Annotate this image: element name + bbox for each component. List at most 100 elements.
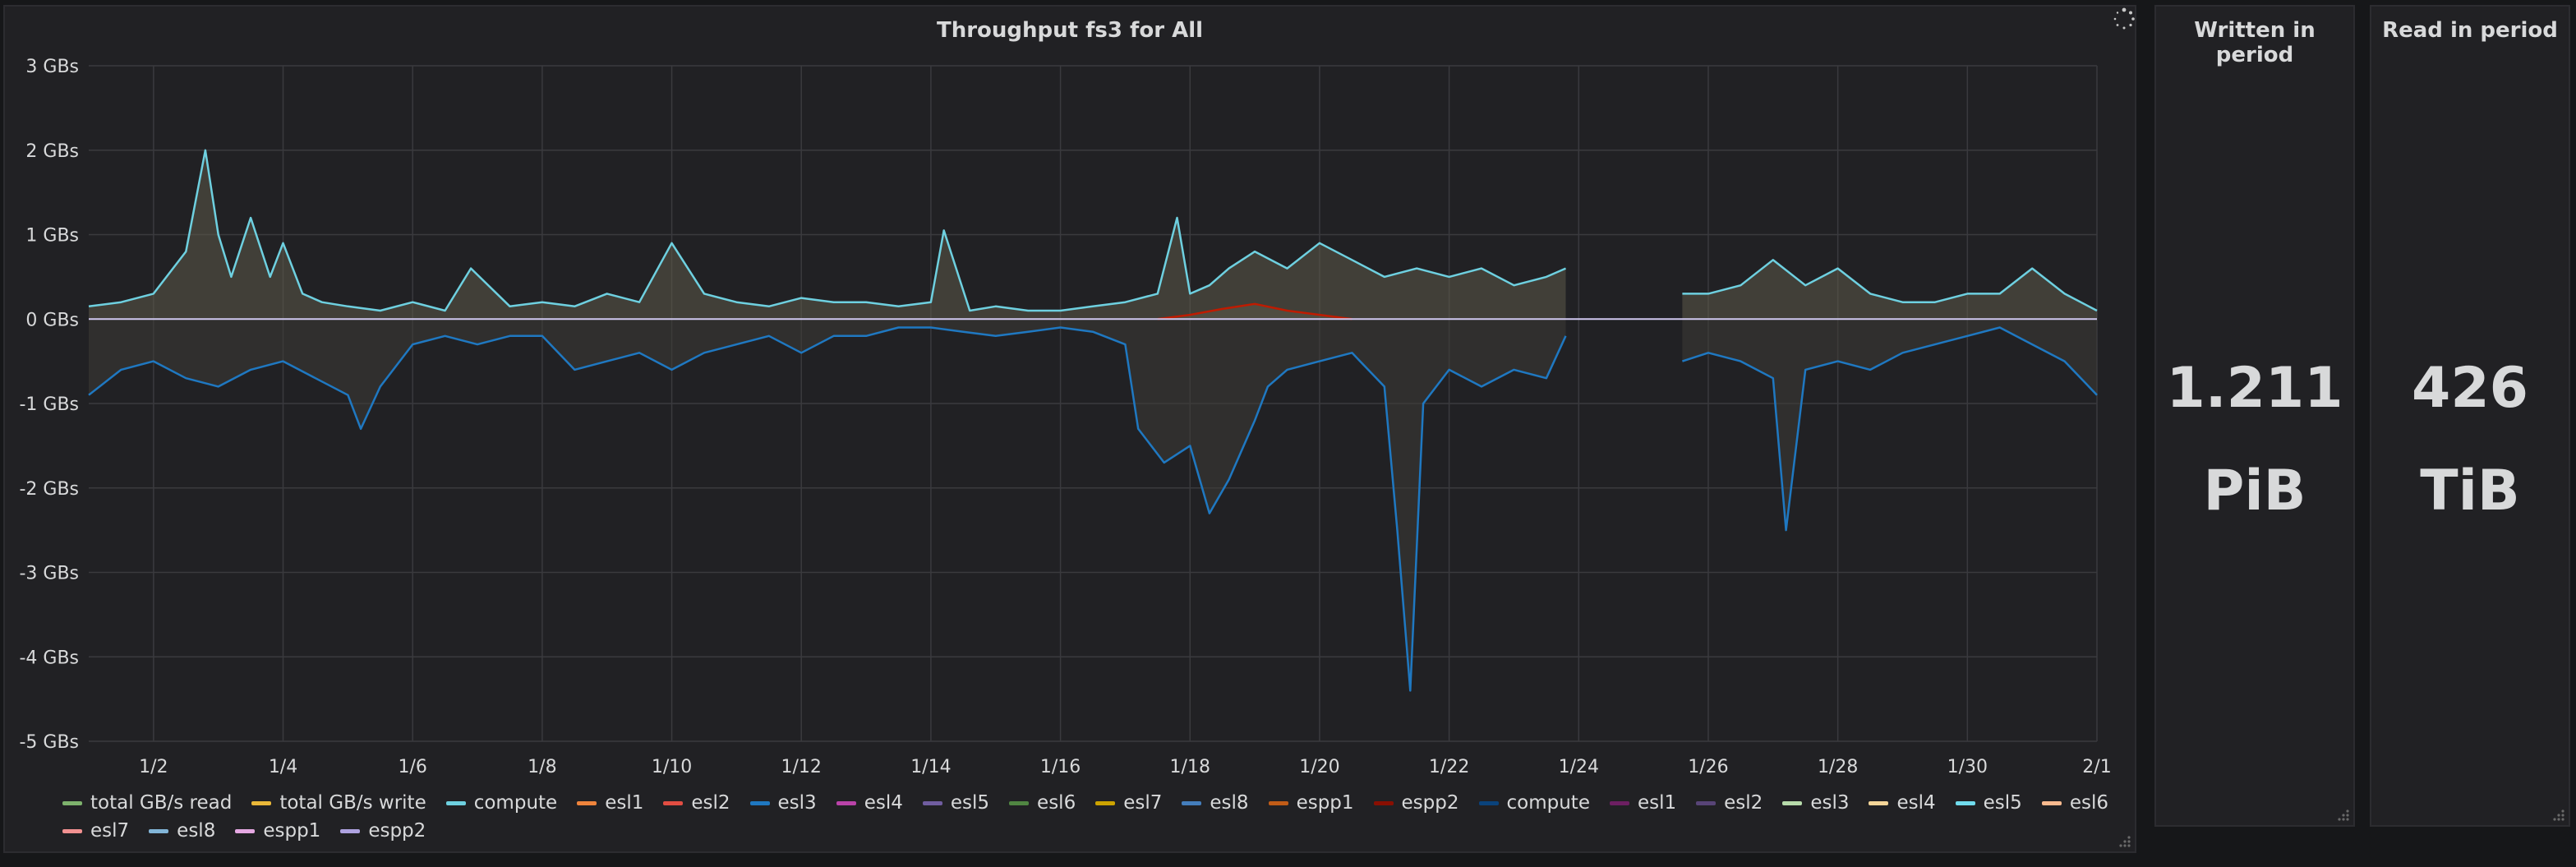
legend-item[interactable]: espp2	[1373, 792, 1459, 814]
legend-item[interactable]: esl1	[1609, 792, 1677, 814]
legend-swatch	[922, 800, 942, 805]
series-area-2	[1157, 303, 1353, 320]
x-tick-label: 1/4	[269, 757, 297, 777]
legend-swatch	[62, 800, 82, 805]
x-tick-label: 1/30	[1947, 757, 1988, 777]
legend-label: esl1	[1637, 792, 1677, 814]
legend-label: esl4	[1896, 792, 1936, 814]
legend-item[interactable]: esl7	[1095, 792, 1162, 814]
y-tick-label: -3 GBs	[19, 564, 79, 584]
series-line-1	[88, 326, 1567, 692]
y-tick-label: -2 GBs	[19, 479, 79, 500]
legend-label: total GB/s read	[90, 792, 233, 814]
legend-item[interactable]: compute	[445, 792, 558, 814]
x-tick-label: 1/14	[910, 757, 951, 777]
y-tick-label: 2 GBs	[25, 141, 79, 162]
y-tick-label: -4 GBs	[19, 648, 79, 668]
series-area-1	[89, 319, 1566, 691]
legend-item[interactable]: esl7	[62, 820, 129, 842]
series-area-1	[1682, 319, 2097, 531]
legend-label: esl2	[1724, 792, 1763, 814]
legend-item[interactable]: esl3	[749, 792, 817, 814]
legend-label: espp2	[1401, 792, 1459, 814]
legend-swatch	[1696, 800, 1717, 805]
legend-label: esl1	[605, 792, 644, 814]
legend-swatch	[62, 828, 82, 833]
legend-label: esl7	[90, 820, 130, 842]
throughput-chart: 3 GBs 2 GBs 1 GBs 0 GBs -1 GBs -2 GBs -3 GBs -4…	[19, 57, 2111, 777]
legend-item[interactable]: esl2	[663, 792, 730, 814]
legend-swatch	[1373, 800, 1394, 805]
legend-swatch	[2041, 800, 2062, 805]
series-area-0	[89, 150, 1566, 320]
x-tick-label: 1/12	[781, 757, 822, 777]
legend-swatch	[1009, 800, 1030, 805]
legend-item[interactable]: esl8	[149, 820, 215, 842]
chart-legend: total GB/s read total GB/s write compute es…	[62, 792, 2117, 842]
legend-label: esl8	[1210, 792, 1249, 814]
legend-item[interactable]: esl4	[1869, 792, 1936, 814]
graph-panel-title[interactable]: Throughput fs3 for All	[936, 18, 1204, 43]
legend-item[interactable]: esl5	[1955, 792, 2022, 814]
legend-swatch	[1182, 800, 1202, 805]
read-panel-title[interactable]: Read in period	[2382, 18, 2558, 43]
read-value: 426	[2412, 356, 2528, 421]
legend-item[interactable]: esl6	[1009, 792, 1076, 814]
legend-item[interactable]: esl8	[1182, 792, 1249, 814]
resize-handle-icon[interactable]	[2551, 807, 2565, 822]
read-in-period-panel: Read in period 426 TiB	[2370, 5, 2570, 827]
written-value: 1.211	[2166, 356, 2343, 421]
legend-swatch	[340, 828, 361, 833]
legend-item[interactable]: espp1	[235, 820, 320, 842]
legend-item[interactable]: esl2	[1696, 792, 1763, 814]
read-unit: TiB	[2420, 459, 2520, 523]
legend-label: esl7	[1123, 792, 1163, 814]
legend-swatch	[836, 800, 856, 805]
legend-label: esl6	[1037, 792, 1076, 814]
legend-label: esl5	[1983, 792, 2022, 814]
legend-item[interactable]: esl6	[2041, 792, 2108, 814]
resize-handle-icon[interactable]	[2335, 807, 2350, 822]
legend-item[interactable]: esl4	[836, 792, 903, 814]
legend-item[interactable]: esl5	[922, 792, 990, 814]
series-line-2	[1157, 302, 1353, 321]
legend-label: espp1	[263, 820, 321, 842]
y-tick-label: 0 GBs	[25, 310, 79, 330]
legend-label: esl5	[950, 792, 990, 814]
legend-swatch	[1095, 800, 1116, 805]
legend-item[interactable]: esl3	[1782, 792, 1849, 814]
spinner-icon	[2113, 7, 2135, 30]
x-tick-label: 1/22	[1429, 757, 1469, 777]
legend-swatch	[1268, 800, 1288, 805]
series-line-0	[88, 149, 1567, 312]
legend-label: esl2	[691, 792, 730, 814]
throughput-graph-panel: Throughput fs3 for All 3 GBs 2 GBs 1 GBs 0 …	[3, 5, 2136, 853]
legend-swatch	[1955, 800, 1975, 805]
x-tick-label: 1/26	[1688, 757, 1728, 777]
legend-label: compute	[1506, 792, 1590, 814]
x-tick-label: 1/20	[1299, 757, 1339, 777]
legend-label: espp1	[1296, 792, 1354, 814]
x-tick-label: 2/1	[2082, 757, 2111, 777]
legend-swatch	[1609, 800, 1629, 805]
legend-label: esl3	[777, 792, 817, 814]
legend-label: compute	[473, 792, 558, 814]
legend-item[interactable]: esl1	[577, 792, 643, 814]
legend-item[interactable]: espp2	[340, 820, 426, 842]
legend-item[interactable]: total GB/s write	[251, 792, 426, 814]
legend-item[interactable]: espp1	[1268, 792, 1354, 814]
x-tick-label: 1/28	[1818, 757, 1858, 777]
legend-swatch	[577, 800, 597, 805]
legend-swatch	[251, 800, 272, 805]
legend-item[interactable]: compute	[1478, 792, 1590, 814]
legend-item[interactable]: total GB/s read	[62, 792, 232, 814]
legend-swatch	[445, 800, 466, 805]
resize-handle-icon[interactable]	[2117, 833, 2131, 848]
x-tick-label: 1/18	[1170, 757, 1210, 777]
legend-swatch	[235, 828, 256, 833]
legend-swatch	[149, 828, 169, 833]
legend-swatch	[663, 800, 684, 805]
written-panel-title[interactable]: Written in period	[2194, 18, 2316, 67]
legend-swatch	[1869, 800, 1889, 805]
legend-label: esl8	[177, 820, 216, 842]
